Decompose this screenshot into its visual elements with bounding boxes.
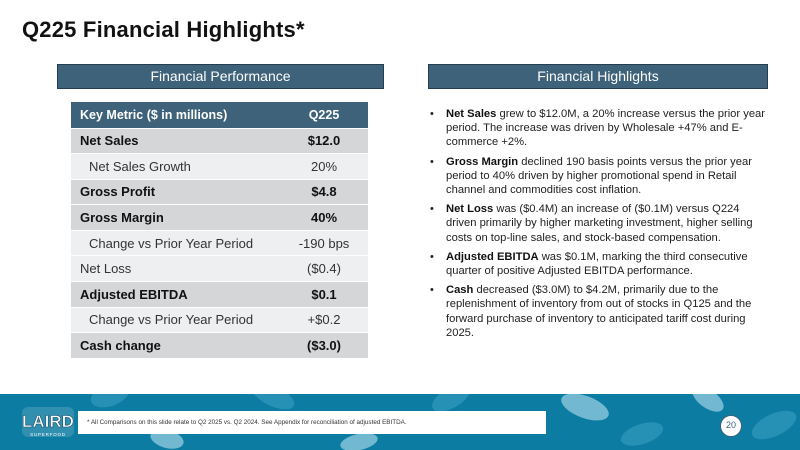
bullet-text: grew to $12.0M, a 20% increase versus th… — [446, 108, 766, 149]
slide-title: Q225 Financial Highlights* — [22, 17, 305, 42]
leaf-pattern-icon — [617, 417, 667, 450]
list-item: Net Loss was ($0.4M) an increase of ($0.… — [428, 202, 768, 245]
table-header-row: Key Metric ($ in millions) Q225 — [71, 102, 368, 128]
table-row: Net Sales $12.0 — [71, 127, 368, 154]
metric-label: Change vs Prior Year Period — [71, 229, 280, 256]
metric-value: +$0.2 — [280, 306, 368, 333]
page-number: 20 — [720, 415, 742, 437]
bullet-term: Gross Margin — [446, 155, 519, 168]
table-row: Adjusted EBITDA $0.1 — [71, 281, 368, 308]
metric-value: $4.8 — [280, 178, 368, 205]
table-row: Cash change ($3.0) — [71, 332, 368, 359]
highlights-list: Net Sales grew to $12.0M, a 20% increase… — [428, 107, 768, 345]
list-item: Cash decreased ($3.0M) to $4.2M, primari… — [428, 283, 768, 340]
leaf-pattern-icon — [688, 394, 728, 417]
bullet-text: declined 190 basis points versus the pri… — [446, 155, 752, 197]
table-row: Change vs Prior Year Period +$0.2 — [71, 306, 368, 333]
metric-label: Change vs Prior Year Period — [71, 306, 280, 333]
table-row: Net Loss ($0.4) — [71, 255, 368, 282]
bullet-text: was $0.1M, marking the third consecutive… — [446, 250, 748, 278]
table-row: Gross Profit $4.8 — [71, 178, 368, 205]
bullet-text: decreased ($3.0M) to $4.2M, primarily du… — [446, 284, 752, 339]
leaf-pattern-icon — [557, 394, 613, 426]
bullet-term: Net Loss — [446, 203, 494, 216]
metric-value: 40% — [280, 204, 368, 231]
metric-value: $12.0 — [280, 127, 368, 154]
metric-value: $0.1 — [280, 281, 368, 308]
metric-value: -190 bps — [280, 229, 368, 256]
bullet-term: Net Sales — [446, 108, 497, 120]
metric-value: ($0.4) — [280, 255, 368, 282]
bullet-term: Cash — [446, 284, 474, 297]
leaf-pattern-icon — [87, 394, 133, 413]
financial-performance-header: Financial Performance — [57, 64, 384, 89]
list-item: Gross Margin declined 190 basis points v… — [428, 155, 768, 198]
bullet-text: was ($0.4M) an increase of ($0.1M) versu… — [446, 203, 753, 244]
footnote: * All Comparisons on this slide relate t… — [78, 411, 546, 434]
logo-subtext: SUPERFOOD — [30, 432, 66, 437]
table-row: Gross Margin 40% — [71, 204, 368, 231]
metric-label: Gross Margin — [71, 204, 280, 231]
metric-label: Cash change — [71, 332, 280, 359]
logo-wordmark: LAIRD — [22, 412, 74, 431]
metric-label: Net Sales — [71, 127, 280, 154]
financial-highlights-header: Financial Highlights — [428, 64, 768, 89]
bullet-term: Adjusted EBITDA — [446, 250, 539, 263]
list-item: Adjusted EBITDA was $0.1M, marking the t… — [428, 250, 768, 278]
metric-label: Adjusted EBITDA — [71, 281, 280, 308]
table-row: Net Sales Growth 20% — [71, 153, 368, 180]
metric-label: Gross Profit — [71, 178, 280, 205]
column-header-metric: Key Metric ($ in millions) — [71, 102, 280, 128]
list-item: Net Sales grew to $12.0M, a 20% increase… — [428, 107, 768, 150]
leaf-pattern-icon — [747, 404, 800, 446]
metric-label: Net Sales Growth — [71, 153, 280, 180]
column-header-q225: Q225 — [280, 102, 368, 128]
metric-value: ($3.0) — [280, 332, 368, 359]
metric-value: 20% — [280, 153, 368, 180]
metrics-table: Key Metric ($ in millions) Q225 Net Sale… — [71, 102, 368, 359]
laird-superfood-logo: LAIRD SUPERFOOD — [22, 407, 74, 437]
metric-label: Net Loss — [71, 255, 280, 282]
table-row: Change vs Prior Year Period -190 bps — [71, 229, 368, 256]
